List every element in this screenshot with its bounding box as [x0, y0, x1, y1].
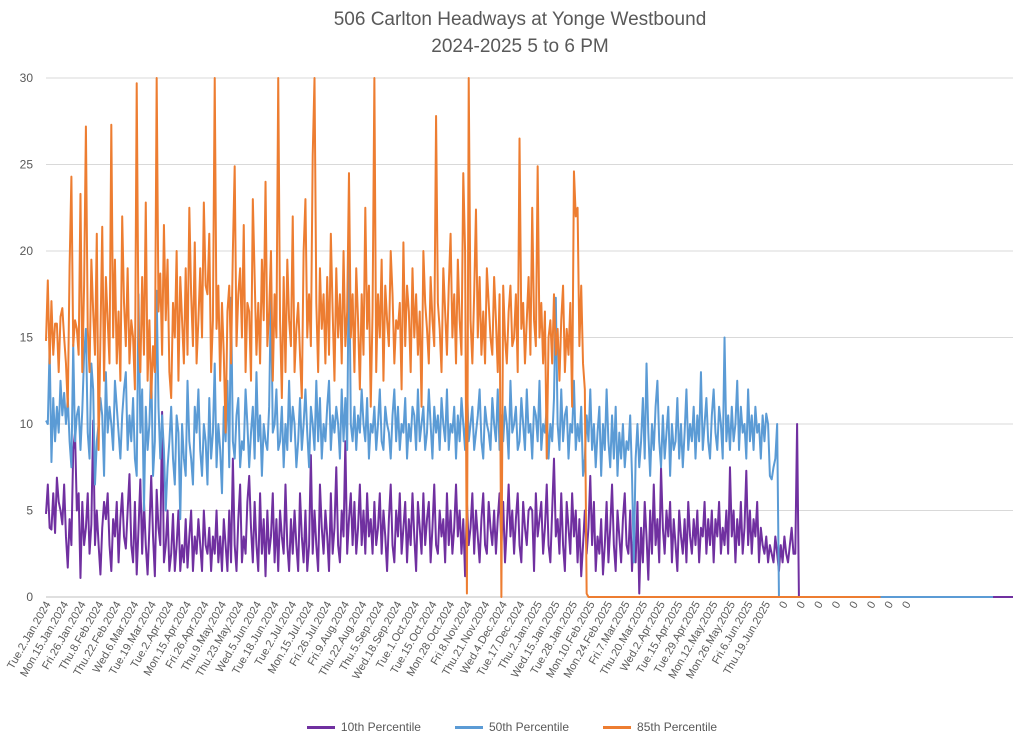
series-lines [45, 77, 1013, 598]
y-tick-label: 20 [20, 244, 34, 258]
legend-swatch [603, 725, 632, 729]
legend-swatch [454, 725, 483, 729]
x-axis-ticks: Tue.2.Jan.2024Mon.15.Jan.2024Fri.26.Jan.… [5, 600, 913, 682]
x-tick-label: 0 [812, 600, 825, 611]
x-tick-label: 0 [900, 600, 913, 611]
y-tick-label: 30 [20, 71, 34, 85]
legend-item: 50th Percentile [454, 720, 570, 734]
y-axis-ticks: 0 5 10 15 20 25 30 [20, 71, 34, 604]
legend-label: 85th Percentile [637, 720, 718, 734]
series-line-85th-percentile [45, 77, 881, 598]
y-tick-label: 25 [20, 158, 34, 172]
series-line-10th-percentile [45, 410, 1013, 598]
chart-subtitle: 2024-2025 5 to 6 PM [431, 36, 609, 57]
x-tick-label: 0 [847, 600, 860, 611]
legend-swatch [306, 725, 335, 729]
legend-label: 50th Percentile [488, 720, 570, 734]
y-tick-label: 5 [26, 504, 33, 518]
x-tick-label: 0 [777, 600, 790, 611]
y-tick-label: 15 [20, 331, 34, 345]
legend-item: 85th Percentile [603, 720, 717, 734]
x-tick-label: 0 [865, 600, 878, 611]
y-tick-label: 10 [20, 417, 34, 431]
x-tick-label: 0 [830, 600, 843, 611]
chart-title: 506 Carlton Headways at Yonge Westbound [333, 9, 707, 30]
legend-label: 10th Percentile [340, 720, 421, 734]
x-tick-label: 0 [883, 600, 896, 611]
legend: 10th Percentile 50th Percentile 85th Perce… [0, 720, 1024, 734]
x-tick-label: 0 [795, 600, 808, 611]
y-tick-label: 0 [26, 590, 33, 604]
legend-item: 10th Percentile [306, 720, 421, 734]
